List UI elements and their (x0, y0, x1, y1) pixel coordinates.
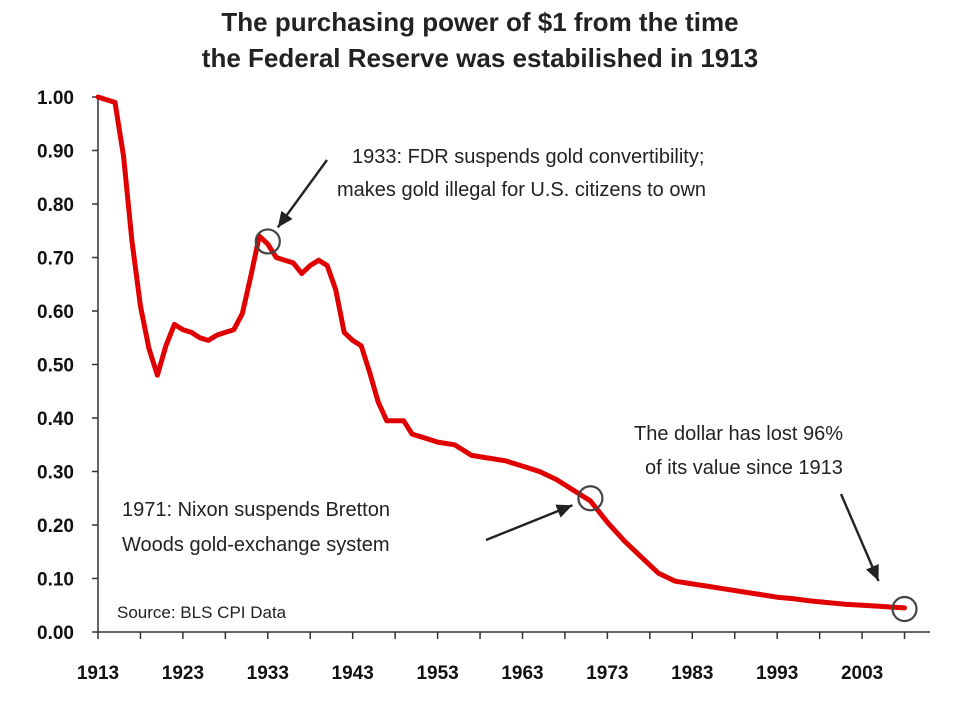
source-note: Source: BLS CPI Data (117, 603, 287, 622)
y-tick-label: 1.00 (37, 88, 74, 109)
annotation-nixon-line-1: 1971: Nixon suspends Bretton (122, 499, 390, 521)
chart-title-line-1: The purchasing power of $1 from the time (221, 7, 739, 37)
annotation-fdr-line-2: makes gold illegal for U.S. citizens to … (337, 179, 706, 201)
x-tick-label: 2003 (841, 663, 883, 684)
y-tick-label: 0.80 (37, 195, 74, 216)
x-tick-label: 1963 (501, 663, 543, 684)
y-tick-label: 0.70 (37, 249, 74, 270)
x-tick-label: 1943 (332, 663, 374, 684)
annotation-lost-line-2: of its value since 1913 (645, 457, 843, 479)
arrow-lost-shaft (839, 493, 880, 582)
y-tick-label: 0.40 (37, 409, 74, 430)
y-tick-label: 0.60 (37, 302, 74, 323)
x-tick-label: 1973 (586, 663, 628, 684)
x-tick-label: 1933 (247, 663, 289, 684)
y-tick-label: 0.20 (37, 516, 74, 537)
y-tick-label: 0.90 (37, 142, 74, 163)
chart-title-line-2: the Federal Reserve was estabilished in … (201, 43, 759, 73)
arrow-fdr-head (277, 210, 293, 228)
annotation-lost-line-1: The dollar has lost 96% (634, 423, 843, 445)
series-layer (95, 94, 907, 611)
y-tick-label: 0.10 (37, 570, 74, 591)
y-tick-label: 0.30 (37, 463, 74, 484)
x-tick-label: 1923 (162, 663, 204, 684)
y-tick-label: 0.00 (37, 623, 74, 644)
arrow-nixon-head (555, 504, 573, 518)
arrow-lost-head (866, 563, 879, 581)
highlight-circle (891, 595, 918, 623)
x-tick-label: 1913 (77, 663, 119, 684)
highlight-circle (577, 485, 604, 512)
annotation-arrows (276, 159, 880, 582)
x-tick-label: 1953 (416, 663, 458, 684)
ticks: 0.00 0.10 0.20 0.30 0.40 0.50 0.60 0.70 0.80 0.90… (37, 88, 906, 684)
markers (254, 228, 918, 623)
y-tick-label: 0.50 (37, 356, 74, 377)
highlight-circle (254, 228, 281, 255)
x-tick-label: 1983 (671, 663, 713, 684)
purchasing-power-line (95, 94, 907, 611)
annotation-nixon-line-2: Woods gold-exchange system (122, 534, 390, 556)
annotation-fdr-line-1: 1933: FDR suspends gold convertibility; (352, 146, 704, 168)
chart-title: The purchasing power of $1 from the time… (0, 4, 960, 76)
x-tick-label: 1993 (756, 663, 798, 684)
